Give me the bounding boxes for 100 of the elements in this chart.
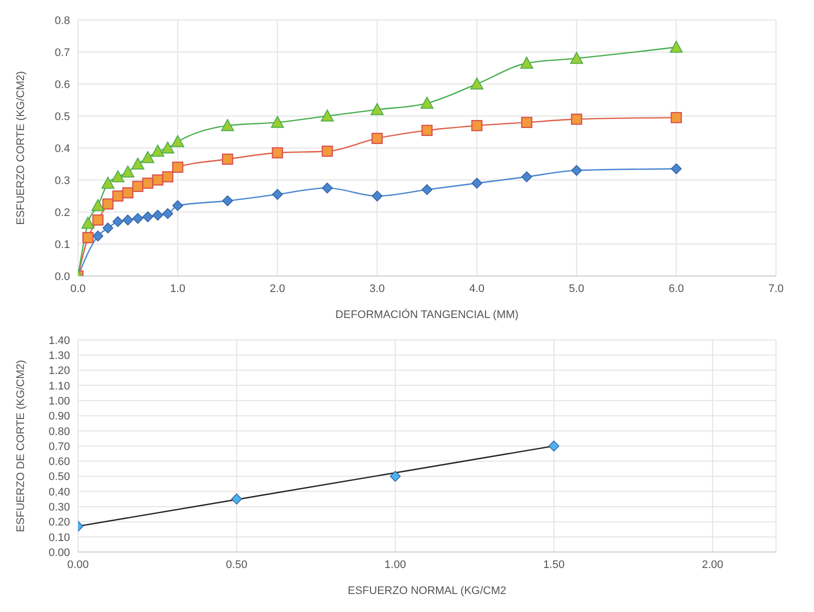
point	[570, 52, 584, 64]
point	[112, 190, 124, 202]
y-tick-label: 0.6	[54, 78, 70, 91]
y-tick-label: 0.50	[48, 471, 70, 484]
y-tick-label: 1.10	[48, 380, 70, 392]
point	[320, 110, 334, 122]
point	[161, 142, 174, 154]
point	[142, 211, 154, 222]
y-tick-label: 0.0	[54, 270, 70, 283]
point	[548, 440, 560, 452]
point	[231, 494, 242, 504]
y-tick-label: 0.20	[48, 516, 70, 529]
point	[372, 190, 383, 202]
point	[82, 232, 94, 244]
x-tick-label: 0.0	[70, 282, 86, 295]
y-tick-label: 0.80	[48, 426, 70, 438]
point	[81, 216, 94, 229]
point	[471, 120, 482, 132]
point	[132, 213, 144, 224]
x-tick-label: 4.0	[469, 282, 485, 295]
point	[471, 178, 482, 189]
point	[151, 144, 164, 157]
point	[152, 210, 164, 221]
point	[222, 154, 234, 165]
point	[171, 135, 184, 148]
point	[172, 200, 184, 211]
point	[122, 187, 134, 198]
y-tick-label: 0.60	[48, 456, 70, 468]
point	[131, 158, 144, 170]
point	[121, 166, 134, 178]
y-tick-label: 0.3	[54, 174, 70, 187]
y-tick-label: 0.4	[54, 142, 70, 155]
point	[270, 116, 284, 128]
point	[370, 103, 384, 116]
y-tick-label: 0.2	[54, 206, 70, 219]
y-tick-label: 1.20	[48, 365, 70, 378]
x-axis-title: DEFORMACIÓN TANGENCIAL (MM)	[335, 308, 519, 321]
point	[172, 162, 184, 173]
x-tick-label: 2.00	[702, 558, 724, 571]
point	[670, 112, 682, 124]
point	[520, 56, 534, 69]
point	[372, 132, 383, 144]
point	[670, 163, 682, 174]
x-tick-label: 1.50	[543, 558, 565, 571]
x-tick-label: 3.0	[369, 282, 385, 295]
point	[112, 216, 124, 227]
x-tick-label: 5.0	[568, 282, 584, 295]
point	[142, 178, 154, 189]
point	[162, 171, 174, 182]
point	[122, 214, 134, 226]
point	[390, 470, 401, 482]
point	[222, 195, 233, 206]
point	[152, 174, 164, 186]
point	[272, 189, 283, 200]
point	[422, 184, 432, 195]
y-tick-label: 0.1	[54, 238, 70, 251]
point	[101, 176, 114, 189]
y-tick-label: 0.8	[54, 14, 70, 27]
y-axis-title: ESFUERZO CORTE (KG/CM2)	[14, 71, 27, 225]
point	[570, 114, 582, 125]
point	[670, 40, 683, 53]
y-tick-label: 0.30	[48, 501, 70, 514]
point	[111, 170, 124, 182]
y-tick-label: 0.5	[54, 110, 70, 123]
point	[470, 78, 484, 90]
x-tick-label: 6.0	[668, 282, 684, 295]
y-tick-label: 0.10	[48, 532, 70, 544]
y-tick-label: 0.7	[54, 46, 70, 59]
point	[91, 199, 104, 212]
y-tick-label: 1.30	[48, 350, 70, 362]
point	[322, 146, 333, 157]
x-tick-label: 7.0	[768, 282, 784, 295]
y-tick-label: 1.40	[48, 334, 70, 347]
point	[92, 214, 104, 226]
point	[221, 119, 234, 132]
point	[132, 180, 144, 192]
x-axis-title: ESFUERZO NORMAL (KG/CM2	[348, 585, 506, 597]
y-tick-label: 0.70	[48, 440, 70, 453]
y-tick-label: 1.00	[48, 395, 70, 408]
point	[92, 230, 104, 242]
point	[421, 124, 433, 136]
x-tick-label: 1.00	[384, 558, 406, 571]
y-axis-title: ESFUERZO DE CORTE (KG/CM2)	[14, 360, 27, 532]
x-tick-label: 0.00	[67, 558, 89, 571]
x-tick-label: 0.50	[226, 558, 248, 571]
x-tick-label: 2.0	[270, 282, 286, 295]
point	[162, 208, 174, 219]
point	[141, 151, 154, 164]
point	[322, 182, 333, 194]
point	[102, 198, 114, 210]
point	[420, 96, 434, 109]
point	[102, 222, 114, 234]
x-tick-label: 1.0	[170, 282, 186, 295]
point	[521, 171, 532, 182]
y-tick-label: 0.00	[48, 546, 70, 559]
point	[571, 165, 582, 176]
point	[521, 116, 532, 128]
y-tick-label: 0.90	[48, 410, 70, 423]
point	[272, 147, 284, 158]
y-tick-label: 0.40	[48, 486, 70, 498]
